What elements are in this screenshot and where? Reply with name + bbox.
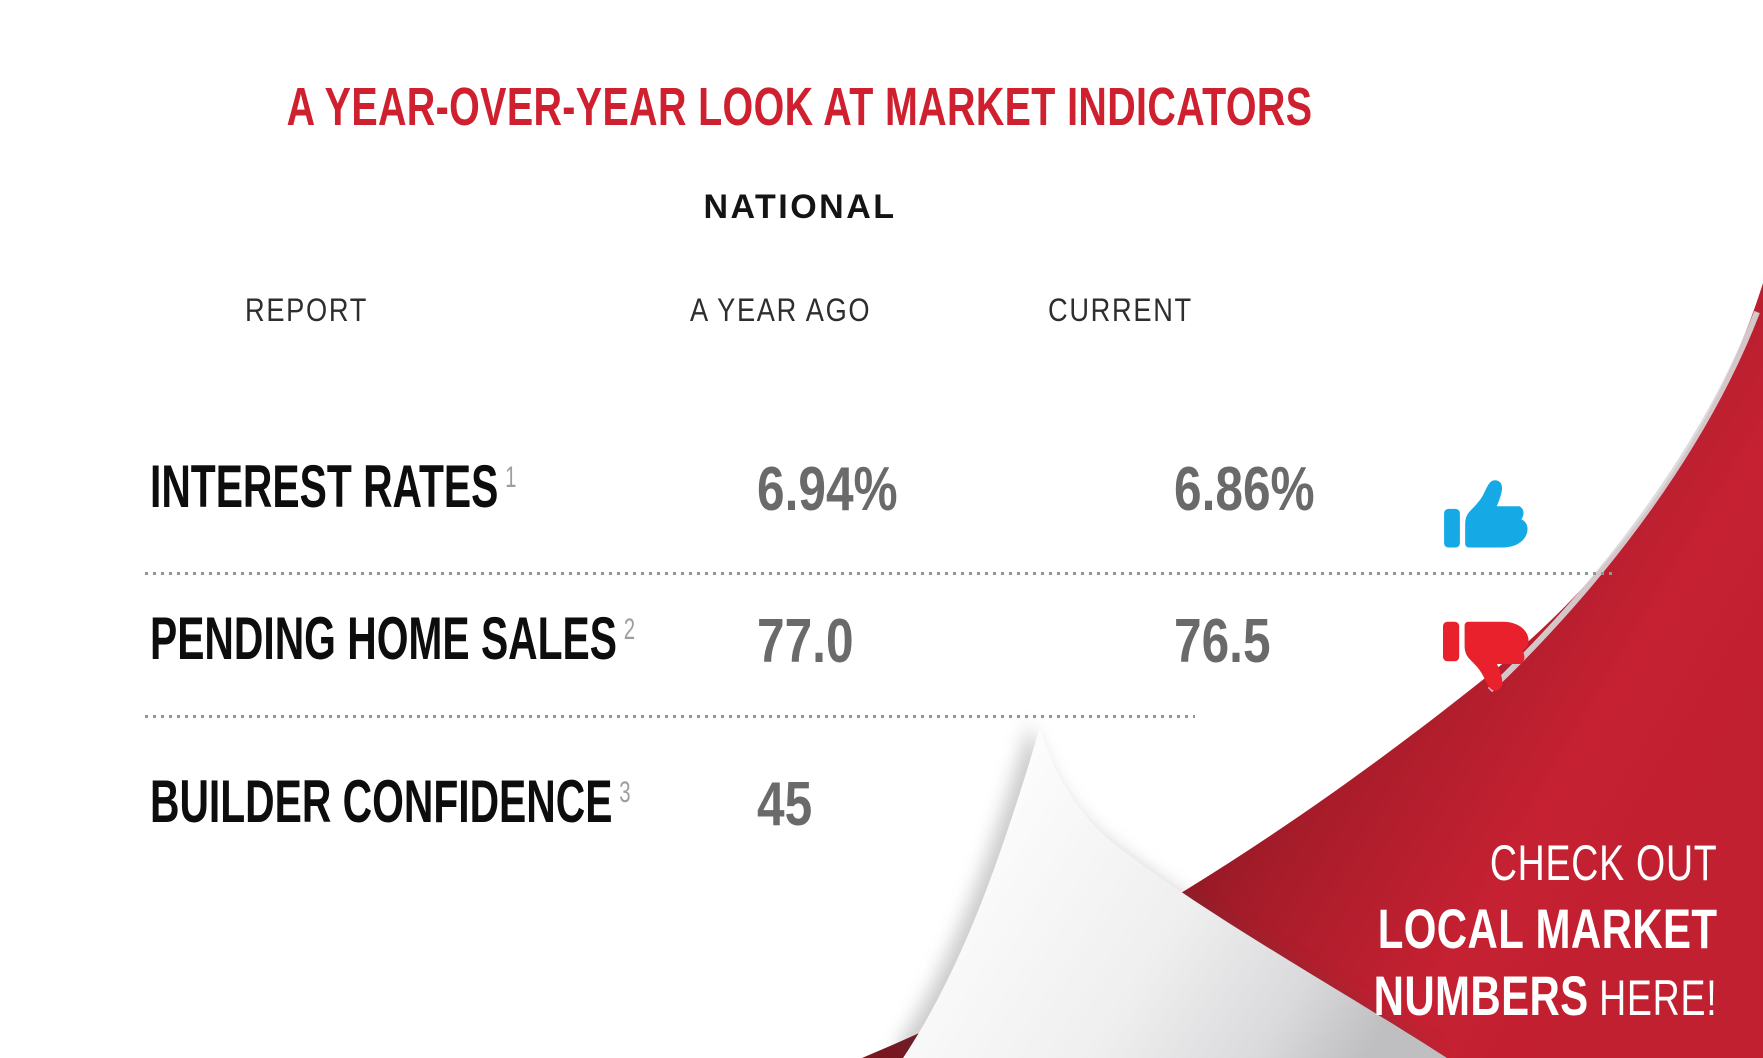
footnote-marker: 3	[619, 776, 631, 809]
footnote-marker: 2	[623, 613, 636, 646]
thumbs-down-icon-shape	[1443, 621, 1529, 691]
banner-line-check-out: CHECK OUT	[1489, 835, 1717, 891]
page-title: A YEAR-OVER-YEAR LOOK AT MARKET INDICATO…	[0, 80, 1600, 134]
row-separator	[145, 572, 1612, 575]
year-ago-value: 6.94%	[757, 455, 898, 524]
column-header-a-year-ago: A YEAR AGO	[690, 292, 872, 328]
section-label-national: NATIONAL	[703, 188, 897, 226]
year-ago-value: 45	[757, 770, 813, 839]
banner-here-text: HERE!	[1598, 970, 1717, 1026]
column-header-current: CURRENT	[1048, 292, 1193, 328]
page-edge-highlight	[1487, 310, 1760, 693]
row-label: BUILDER CONFIDENCE 3	[150, 768, 631, 835]
row-separator	[145, 715, 1195, 718]
corner-banner: CHECK OUT LOCAL MARKET NUMBERS HERE!	[1373, 838, 1717, 1024]
banner-line-numbers-here: NUMBERS HERE!	[1373, 968, 1717, 1024]
footnote-marker: 1	[505, 461, 517, 494]
red-corner-shape	[862, 283, 1763, 1058]
column-header-report: REPORT	[245, 292, 369, 328]
curled-page-corner	[903, 727, 1447, 1058]
row-label: INTEREST RATES 1	[150, 453, 517, 520]
thumbs-down-icon	[1443, 616, 1533, 699]
thumbs-up-icon-shape	[1444, 480, 1528, 548]
current-value: 6.86%	[1174, 455, 1315, 524]
current-value: 76.5	[1174, 607, 1271, 676]
banner-numbers-text: NUMBERS	[1373, 964, 1589, 1027]
page-title-text: A YEAR-OVER-YEAR LOOK AT MARKET INDICATO…	[287, 77, 1313, 137]
thumbs-up-icon	[1443, 479, 1533, 556]
year-ago-value: 77.0	[757, 607, 854, 676]
banner-line-local-market: LOCAL MARKET	[1377, 897, 1717, 960]
row-label: PENDING HOME SALES 2	[150, 605, 636, 672]
